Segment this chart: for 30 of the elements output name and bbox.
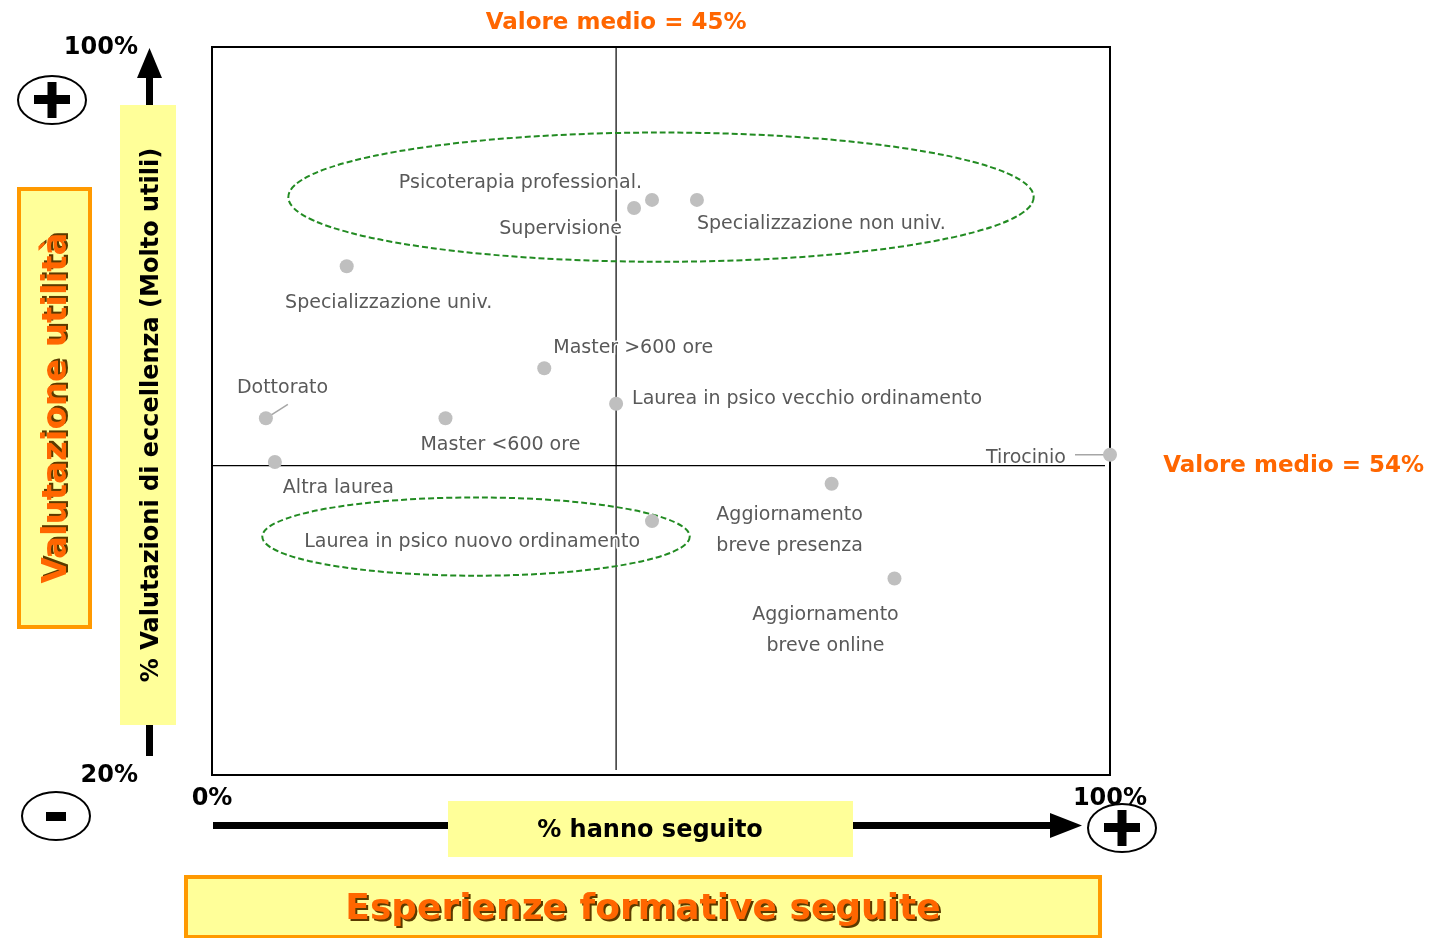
point: [627, 201, 642, 216]
ref-line-label: Valore medio = 54%: [1163, 451, 1424, 478]
point: [887, 571, 902, 586]
series-label: Master <600 ore: [420, 431, 581, 454]
ref-line-label: Valore medio = 45%: [485, 7, 747, 34]
point: [339, 259, 354, 274]
text: Valutazione utilità: [33, 232, 74, 584]
point: [258, 411, 273, 426]
x-axis-title: % hanno seguito: [537, 815, 763, 843]
text: Esperienze formative seguite: [345, 886, 941, 927]
series-label: Dottorato: [236, 374, 329, 397]
point: [645, 192, 660, 207]
point: [1103, 447, 1117, 462]
point: [824, 476, 839, 491]
text: Specializzazione univ.: [285, 289, 493, 312]
point: [689, 192, 704, 207]
x-tick-label: 0%: [191, 783, 233, 811]
series-label: Specializzazione non univ.: [696, 210, 946, 233]
y-axis-title: % Valutazioni di eccellenza (Molto utili): [136, 147, 164, 683]
series-label: Altra laurea: [282, 474, 394, 497]
point: [438, 411, 453, 426]
series-label: Laurea in psico vecchio ordinamento: [632, 385, 983, 408]
point: [645, 514, 660, 529]
point: [537, 361, 552, 376]
series-label: Aggiornamento breve presenza: [716, 501, 863, 555]
y-tick-label: 20%: [80, 760, 138, 788]
series-label: Aggiornamento breve online: [752, 601, 899, 655]
point: [267, 454, 282, 469]
series-label: Tirocinio: [985, 444, 1066, 467]
point: [609, 396, 624, 411]
